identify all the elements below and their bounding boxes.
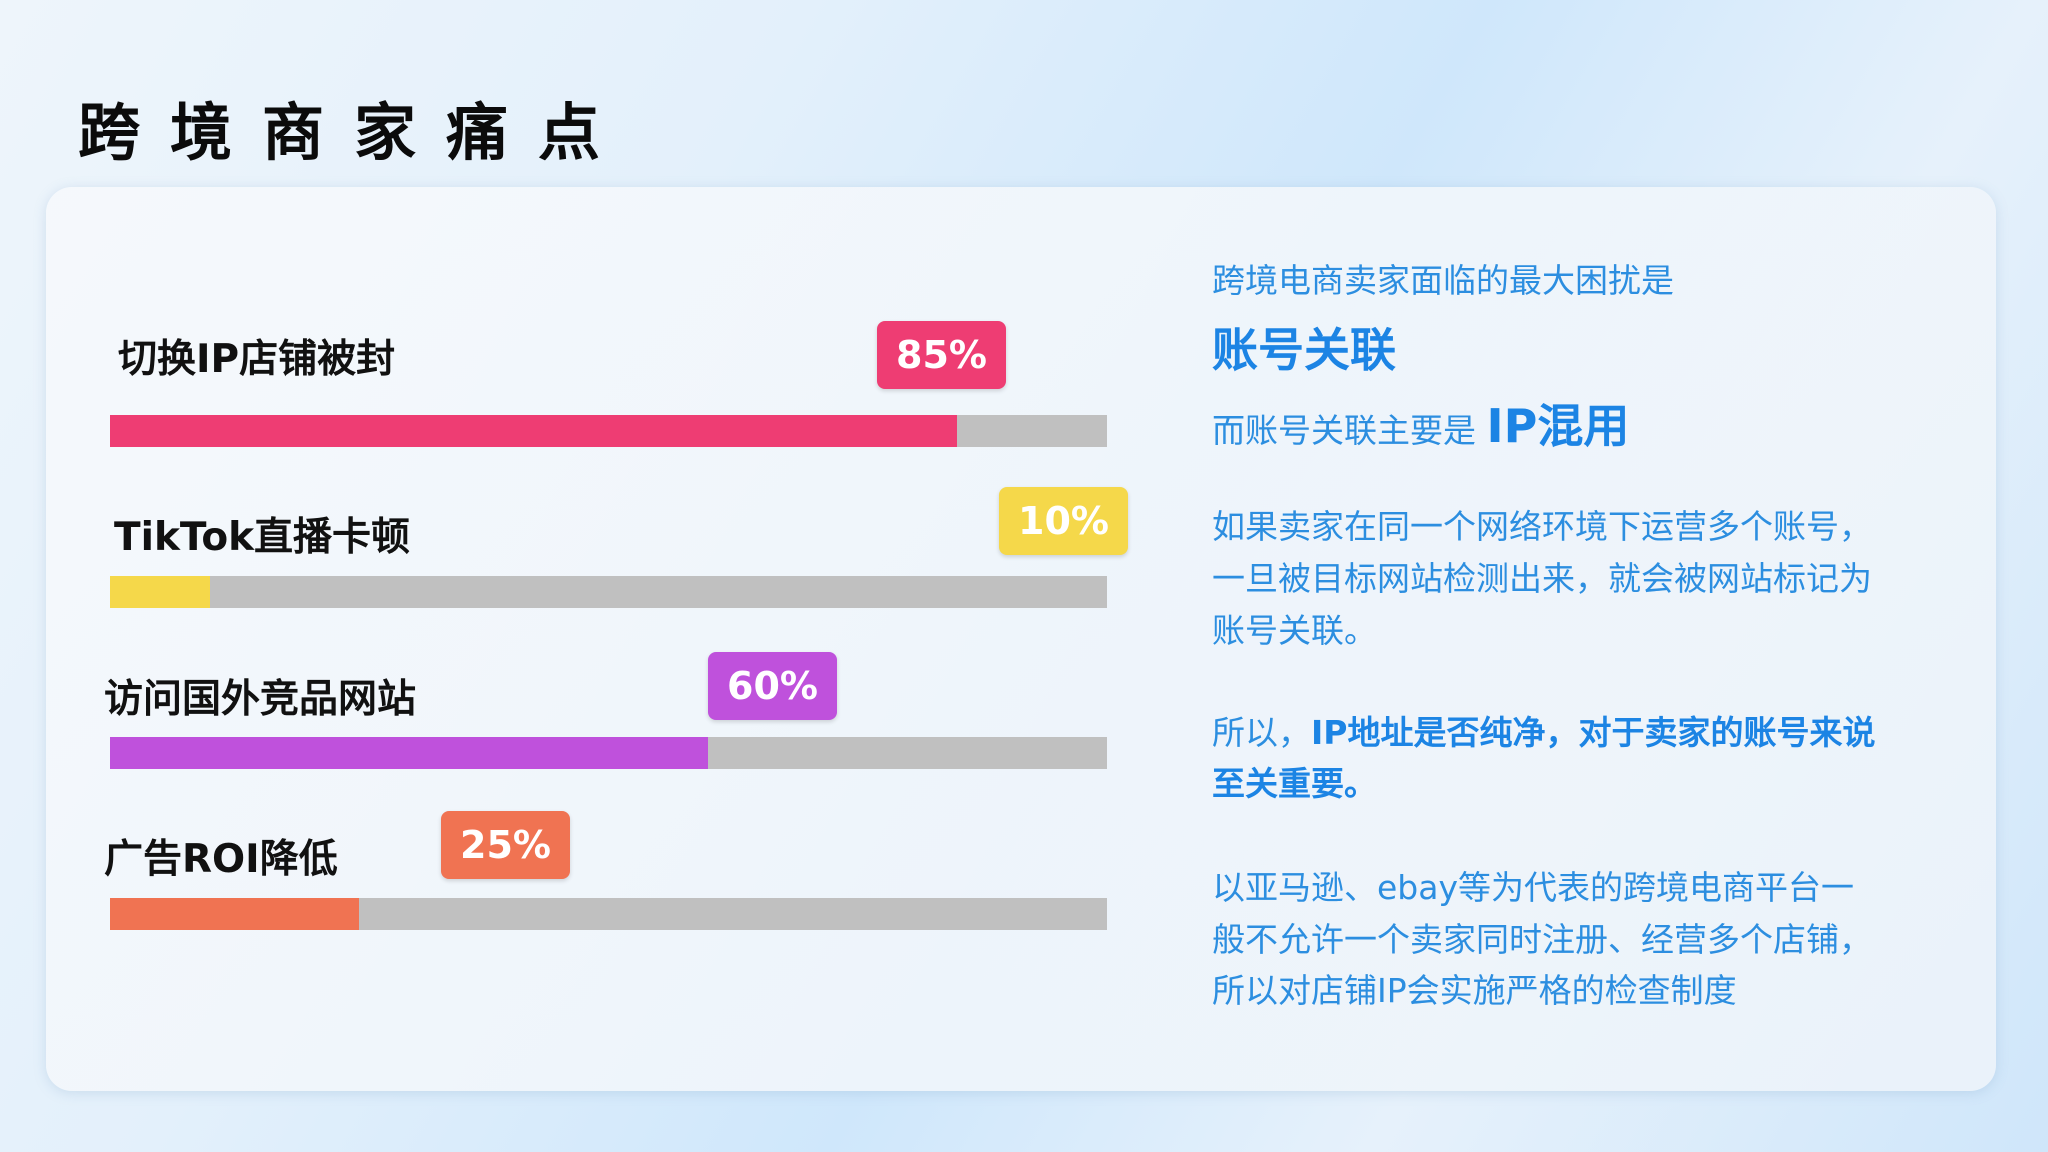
bar-label: 访问国外竞品网站 xyxy=(104,677,417,722)
ip-mix-prefix: 而账号关联主要是 xyxy=(1212,411,1487,450)
bar-label: TikTok直播卡顿 xyxy=(114,515,411,560)
para3-line1: 以亚马逊、ebay等为代表的跨境电商平台一 xyxy=(1212,868,1855,907)
ip-mix-line: 而账号关联主要是 IP混用 xyxy=(1212,390,1629,456)
bar-track xyxy=(110,898,1107,930)
page-title: 跨境商家痛点 xyxy=(78,96,631,169)
bar-track xyxy=(110,737,1107,769)
bar-fill xyxy=(110,415,958,447)
bar-track xyxy=(110,576,1107,608)
para2-prefix: 所以， xyxy=(1212,713,1311,752)
bar-label: 广告ROI降低 xyxy=(104,837,338,882)
para2-bold: IP地址是否纯净，对于卖家的账号来说 xyxy=(1311,713,1876,752)
intro-line: 跨境电商卖家面临的最大困扰是 xyxy=(1212,261,1674,300)
bar-fill xyxy=(110,737,709,769)
bar-fill xyxy=(110,898,360,930)
content-card xyxy=(46,187,1996,1091)
bar-fill xyxy=(110,576,210,608)
value-badge: 60% xyxy=(708,652,837,720)
para2-line2: 至关重要。 xyxy=(1212,764,1377,803)
para1-line1: 如果卖家在同一个网络环境下运营多个账号， xyxy=(1212,507,1872,546)
bar-track xyxy=(110,415,1107,447)
value-badge: 25% xyxy=(441,811,570,879)
value-badge: 85% xyxy=(877,321,1006,389)
para3-line3: 所以对店铺IP会实施严格的检查制度 xyxy=(1212,971,1737,1010)
bar-label: 切换IP店铺被封 xyxy=(118,337,396,382)
para1-line3: 账号关联。 xyxy=(1212,611,1377,650)
para3-line2: 般不允许一个卖家同时注册、经营多个店铺， xyxy=(1212,920,1872,959)
ip-mix-bold: IP混用 xyxy=(1486,399,1630,453)
highlight-account-association: 账号关联 xyxy=(1212,323,1396,377)
para1-line2: 一旦被目标网站检测出来，就会被网站标记为 xyxy=(1212,559,1872,598)
para2-line1: 所以，IP地址是否纯净，对于卖家的账号来说 xyxy=(1212,706,1875,754)
value-badge: 10% xyxy=(999,487,1128,555)
